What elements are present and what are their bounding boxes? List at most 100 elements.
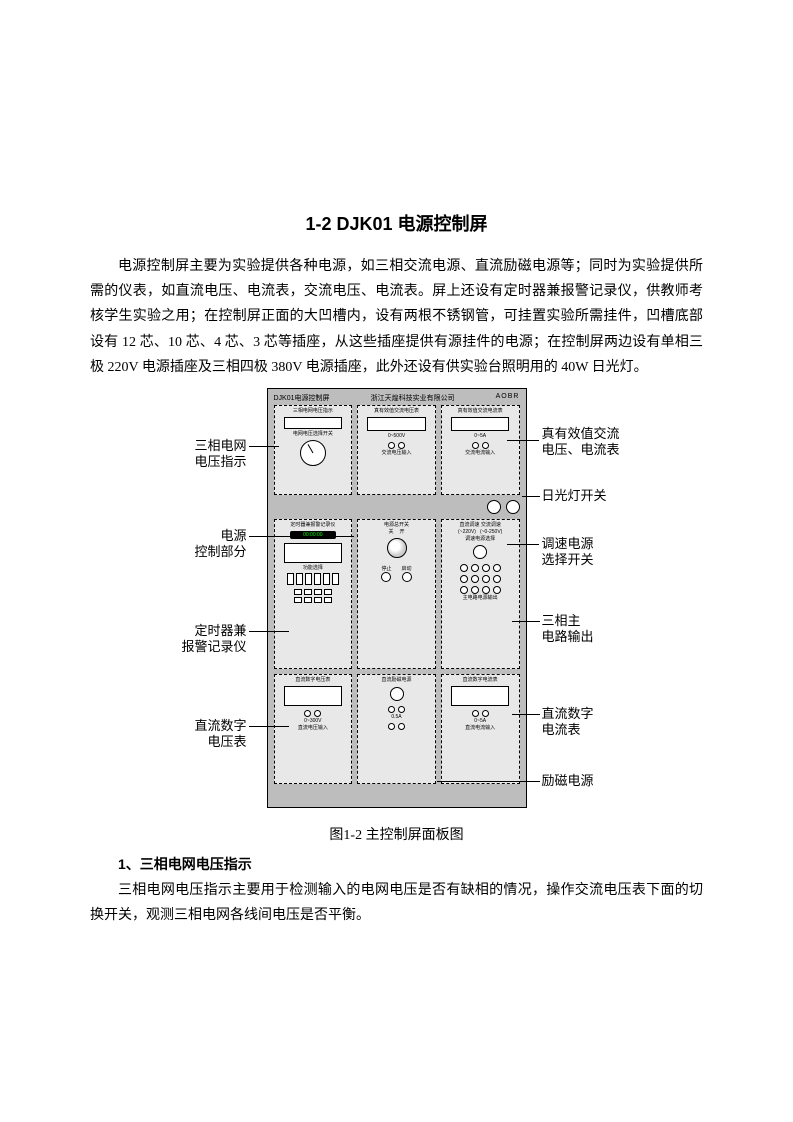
lead-line [512,714,540,715]
lead-line [249,631,289,632]
module-timer: 定时器兼报警记录仪 00:00:00 功能选择 [274,519,353,669]
panel-body: 三相电网电压指示 电网电压选择开关 真有效值交流电压表 0~500V [268,405,526,807]
label: 调速电源选择 [465,537,495,542]
lead-line [522,496,540,497]
module-ac-ammeter: 真有效值交流电流表 0~5A 交流电流输入 [441,405,520,495]
intro-paragraph: 电源控制屏主要为实验提供各种电源，如三相交流电源、直流励磁电源等；同时为实验提供… [90,254,703,380]
label: 主电路电源输出 [463,596,498,601]
label: 0~500V [388,434,405,439]
module-dc-ammeter: 直流数字电流表 0~5A 直流电流输入 [441,674,520,784]
dip-switch [296,573,303,585]
label: 0.5A [391,715,401,720]
range-label: (~220V) [458,530,476,535]
label: 直流电压输入 [298,726,328,731]
lead-line [437,781,540,782]
lcd-display [284,417,343,429]
label: 0~300V [304,719,321,724]
dip-switch [314,573,321,585]
light-switch-a [487,500,501,514]
callout-grid-voltage: 三相电网 电压指示 [137,438,247,469]
lcd-display [451,417,510,431]
module-speed-output: 直流调速 交流调速 (~220V) (~0-250V) 调速电源选择 [441,519,520,669]
timer-window [284,543,343,563]
paragraph-1: 三相电网电压指示主要用于检测输入的电网电压是否有缺相的情况，操作交流电压表下面的… [90,878,703,928]
timer-keys [294,589,332,603]
jack [388,442,395,449]
panel-figure: DJK01电源控制屏 浙江天煌科技实业有限公司 AOBR 三相电网电压指示 电网… [137,388,657,818]
label: 直流励磁电源 [382,678,412,683]
label: 0~5A [474,719,486,724]
lcd-display [284,686,343,706]
range-label: (~0-250V) [480,530,502,535]
callout-excitation: 励磁电源 [542,773,594,789]
panel-row-3: 直流数字电压表 0~300V 直流电压输入 直流励磁电源 [274,674,520,784]
label: 真有效值交流电压表 [374,409,419,414]
document-page: 1-2 DJK01 电源控制屏 电源控制屏主要为实验提供各种电源，如三相交流电源… [0,0,793,988]
callout-timer: 定时器兼 报警记录仪 [137,623,247,654]
label: 直流数字电压表 [295,678,330,683]
panel-row-2: 定时器兼报警记录仪 00:00:00 功能选择 [274,519,520,669]
label: 电源总开关 [384,523,409,528]
switch-row [287,573,339,585]
lead-line [512,621,540,622]
label: 三相电网电压指示 [293,409,333,414]
jack [472,442,479,449]
callout-main-output: 三相主 电路输出 [542,613,594,644]
on-label: 开 [400,530,405,535]
lead-line [249,446,279,447]
panel-logo: AOBR [496,393,520,403]
label: 定时器兼报警记录仪 [290,523,335,528]
panel-row-1: 三相电网电压指示 电网电压选择开关 真有效值交流电压表 0~500V [274,405,520,495]
label: 交流电压输入 [382,451,412,456]
dip-switch [323,573,330,585]
label: 电网电压选择开关 [293,432,333,437]
module-grid-voltage: 三相电网电压指示 电网电压选择开关 [274,405,353,495]
module-power-control: 电源总开关 关 开 停止 [357,519,436,669]
jack [482,442,489,449]
lcd-display [367,417,426,431]
label: 直流数字电流表 [463,678,498,683]
start-button-icon [402,572,412,582]
panel-row-light [274,500,520,514]
module-dc-voltmeter: 直流数字电压表 0~300V 直流电压输入 [274,674,353,784]
lcd-display [451,686,510,706]
lead-line [249,726,289,727]
jack-row [472,710,489,717]
label: 0~5A [474,434,486,439]
excitation-switch [390,687,404,701]
selector-knob [300,440,326,466]
stop-button-icon [381,572,391,582]
lead-line [507,544,539,545]
main-switch-knob [387,538,407,558]
light-switch-b [506,500,520,514]
timer-display: 00:00:00 [290,531,336,539]
control-panel: DJK01电源控制屏 浙江天煌科技实业有限公司 AOBR 三相电网电压指示 电网… [267,388,527,808]
lead-line [507,440,539,441]
subheading-1: 1、三相电网电压指示 [90,854,703,874]
lead-line [249,536,354,537]
jack-row [388,442,405,449]
label: 功能选择 [303,566,323,571]
panel-company-label: 浙江天煌科技实业有限公司 [371,393,455,403]
module-ac-voltmeter: 真有效值交流电压表 0~500V 交流电压输入 [357,405,436,495]
jack-row [388,706,405,713]
callout-dc-ammeter: 直流数字 电流表 [542,706,594,737]
dip-switch [305,573,312,585]
figure-wrapper: DJK01电源控制屏 浙江天煌科技实业有限公司 AOBR 三相电网电压指示 电网… [90,388,703,818]
jack [398,442,405,449]
label: 直流电流输入 [465,726,495,731]
callout-light-switch: 日光灯开关 [542,488,607,504]
jack-row [388,723,405,730]
callout-speed-selector: 调速电源 选择开关 [542,536,594,567]
callout-dc-voltmeter: 直流数字 电压表 [137,718,247,749]
label: 真有效值交流电流表 [458,409,503,414]
section-title: 1-2 DJK01 电源控制屏 [90,210,703,236]
panel-model-label: DJK01电源控制屏 [274,393,330,403]
callout-ac-meters: 真有效值交流 电压、电流表 [542,426,620,457]
dip-switch [287,573,294,585]
off-label: 关 [388,530,393,535]
jack-row [472,442,489,449]
dip-switch [332,573,339,585]
speed-selector-knob [473,545,487,559]
label: 直流调速 交流调速 [459,523,500,528]
